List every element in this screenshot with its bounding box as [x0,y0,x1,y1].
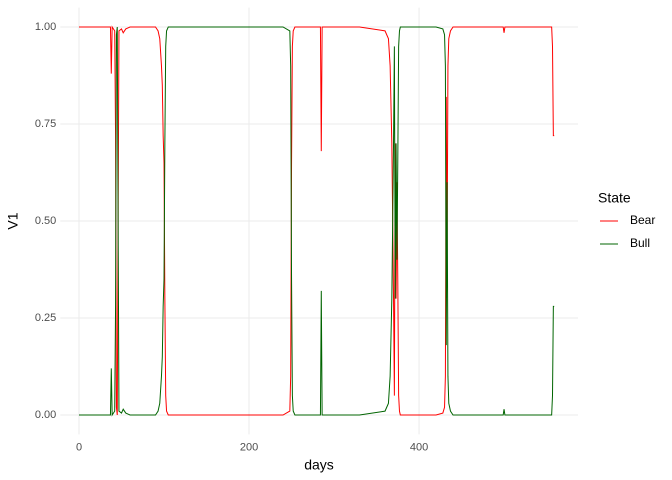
y-tick-label: 0.25 [35,312,56,324]
line-series [79,26,555,417]
x-tick-label: 0 [76,441,82,453]
y-tick-label: 0.50 [35,215,56,227]
legend-title: State [598,190,631,206]
line-series [79,25,555,416]
y-axis-label: V1 [5,212,21,229]
x-tick-label: 400 [410,441,428,453]
x-tick-label: 200 [240,441,258,453]
y-tick-label: 0.00 [35,409,56,421]
y-tick-label: 0.75 [35,118,56,130]
y-tick-label: 1.00 [35,21,56,33]
legend-label: Bull [630,236,650,250]
legend-label: Bear [630,213,655,227]
x-axis-label: days [304,457,334,473]
